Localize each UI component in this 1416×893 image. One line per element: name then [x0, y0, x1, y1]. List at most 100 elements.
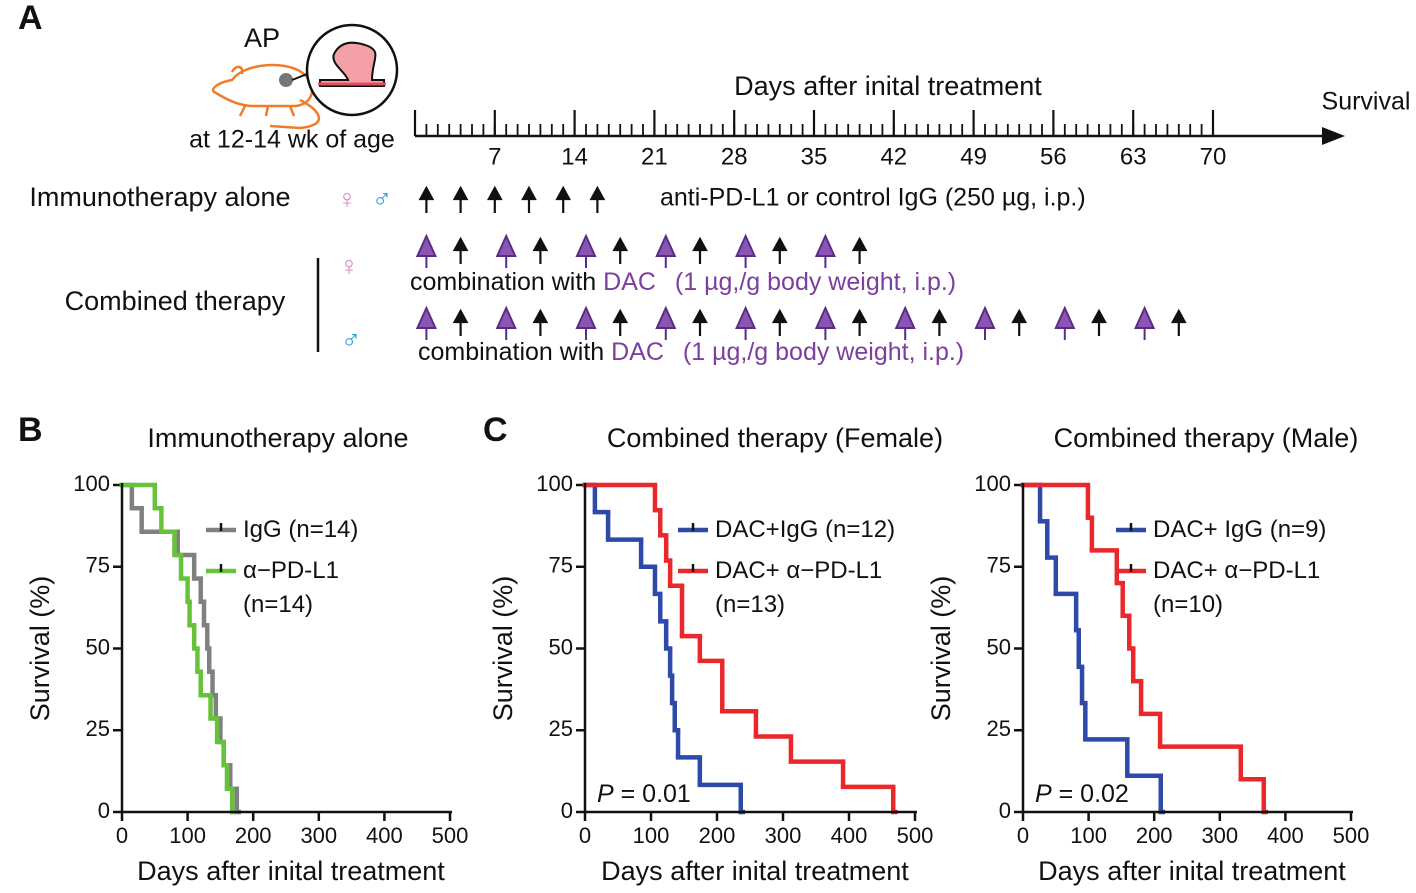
antibody-arrow [589, 185, 606, 213]
row-label: Combined therapy [65, 286, 286, 316]
antibody-arrow [452, 308, 469, 336]
legend-item: DAC+ α−PD-L1 (n=13) [715, 557, 882, 618]
chart-title: Immunotherapy alone [147, 423, 408, 453]
dac-arrow [974, 305, 996, 340]
y-tick-label: 100 [974, 471, 1011, 496]
antibody-arrow [931, 308, 948, 336]
panel-letter: A [18, 0, 43, 37]
chart-title: Combined therapy (Female) [607, 423, 943, 453]
row-note: combination with DAC (1 µg,/g body weigh… [410, 268, 956, 296]
antibody-arrow [532, 308, 549, 336]
antibody-arrow [771, 308, 788, 336]
x-tick-label: 0 [1017, 823, 1029, 848]
legend-item: DAC+IgG (n=12) [715, 516, 895, 543]
dac-arrow [1134, 305, 1156, 340]
antibody-arrow [486, 185, 503, 213]
antibody-arrow [612, 236, 629, 264]
antibody-arrow [1170, 308, 1187, 336]
y-axis-label: Survival (%) [926, 576, 956, 722]
y-tick-label: 0 [561, 798, 573, 823]
dac-arrow [495, 233, 517, 268]
dac-arrow [495, 305, 517, 340]
x-tick-label: 200 [699, 823, 736, 848]
note-dose: (1 µg,/g body weight, i.p.) [683, 338, 964, 366]
p-text: = 0.02 [1052, 780, 1129, 808]
mouse-illustration [211, 63, 321, 130]
x-tick-label: 500 [1333, 823, 1370, 848]
timeline-tick-label: 42 [880, 143, 907, 170]
note-drug: DAC [611, 338, 664, 366]
x-tick-label: 300 [765, 823, 802, 848]
x-tick-label: 400 [831, 823, 868, 848]
legend-item: DAC+ IgG (n=9) [1153, 516, 1326, 543]
legend-item: DAC+ α−PD-L1 (n=10) [1153, 557, 1321, 618]
dac-arrow [415, 233, 437, 268]
y-tick-label: 75 [987, 553, 1011, 578]
x-tick-label: 100 [1070, 823, 1107, 848]
p-symbol: P [1035, 780, 1052, 808]
y-tick-label: 0 [999, 798, 1011, 823]
tumor-site [279, 73, 293, 87]
timeline-tick-label: 70 [1200, 143, 1227, 170]
x-tick-label: 0 [116, 823, 128, 848]
x-axis-label: Days after inital treatment [1038, 856, 1346, 886]
legend-label: IgG (n=14) [243, 516, 359, 543]
y-tick-label: 75 [549, 553, 573, 578]
x-tick-label: 500 [897, 823, 934, 848]
x-axis-label: Days after inital treatment [601, 856, 909, 886]
timeline-tick-label: 56 [1040, 143, 1067, 170]
antibody-arrow [692, 308, 708, 336]
dac-arrow [655, 233, 677, 268]
antibody-arrow [1011, 308, 1028, 336]
x-axis-label: Days after inital treatment [137, 856, 445, 886]
antibody-arrow [452, 185, 469, 213]
female-symbol: ♀ [339, 251, 359, 281]
timeline-tick-label: 49 [960, 143, 987, 170]
y-axis-label: Survival (%) [25, 576, 55, 722]
y-tick-label: 0 [98, 798, 110, 823]
y-tick-label: 25 [86, 716, 110, 741]
p-text: = 0.01 [614, 780, 691, 808]
legend-item: α−PD-L1 (n=14) [243, 557, 339, 618]
antibody-arrow [612, 308, 629, 336]
note-drug: DAC [603, 268, 656, 296]
antibody-arrow [692, 236, 708, 264]
antibody-arrow [771, 236, 788, 264]
timeline-tick-label: 63 [1120, 143, 1147, 170]
x-tick-label: 100 [169, 823, 206, 848]
y-tick-label: 50 [987, 634, 1011, 659]
timeline-tick-label: 21 [641, 143, 668, 170]
note-dose: (1 µg,/g body weight, i.p.) [675, 268, 956, 296]
tumor [319, 41, 385, 87]
x-tick-label: 0 [579, 823, 591, 848]
x-tick-label: 400 [1267, 823, 1304, 848]
y-tick-label: 25 [549, 716, 573, 741]
legend-label: α−PD-L1 (n=14) [243, 557, 339, 618]
timeline-title: Days after inital treatment [734, 71, 1042, 101]
antibody-arrow [452, 236, 469, 264]
antibody-arrow [418, 185, 435, 213]
dac-arrow [575, 233, 597, 268]
antibody-arrow [851, 308, 868, 336]
male-symbol: ♂ [372, 184, 392, 214]
legend-label: DAC+ α−PD-L1 (n=10) [1153, 557, 1321, 618]
timeline-arrowhead [1322, 127, 1345, 145]
y-tick-label: 25 [987, 716, 1011, 741]
y-tick-label: 100 [73, 471, 110, 496]
p-value: P = 0.02 [1035, 780, 1129, 808]
dac-arrow [814, 233, 836, 268]
y-tick-label: 50 [549, 634, 573, 659]
row-label: Immunotherapy alone [29, 182, 290, 212]
row-note: combination with DAC (1 µg,/g body weigh… [418, 338, 964, 366]
note-prefix: combination with [410, 268, 596, 296]
antibody-arrow [555, 185, 572, 213]
timeline-tick-label: 28 [721, 143, 748, 170]
panel-letter: C [483, 411, 508, 449]
chart-title: Combined therapy (Male) [1054, 423, 1359, 453]
antibody-arrow [851, 236, 868, 264]
timeline-tick-label: 14 [561, 143, 588, 170]
x-tick-label: 400 [366, 823, 403, 848]
panel-letter: B [18, 411, 43, 449]
